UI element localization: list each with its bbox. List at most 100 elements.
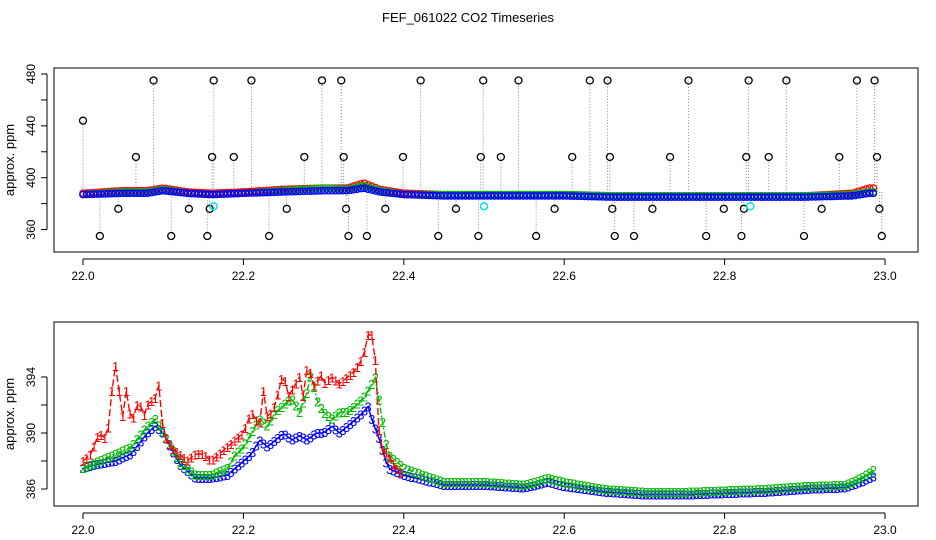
series-marker-3: 3: [621, 486, 628, 501]
spike-point: [744, 76, 753, 85]
series-marker-3: 3: [209, 471, 216, 486]
series-marker-2: 2: [346, 403, 353, 418]
series-marker-2: 2: [422, 469, 429, 484]
spike-point: [585, 76, 595, 85]
series-marker-3: 3: [166, 438, 173, 453]
series-marker-2: 2: [715, 484, 722, 499]
series-marker-2: 2: [372, 371, 379, 386]
series-marker-2: 2: [123, 442, 130, 457]
series-marker-3: 3: [801, 482, 808, 497]
series-marker-2: 2: [328, 412, 335, 427]
series-marker-3: 3: [87, 459, 94, 474]
series-marker-3: 3: [552, 477, 559, 492]
series-marker-2: 2: [339, 405, 346, 420]
series-marker-3: 3: [484, 478, 491, 493]
baseline-point-ch3: [855, 191, 863, 199]
series-marker-3: 3: [823, 481, 830, 496]
spike-point: [339, 152, 348, 162]
series-marker-1: 1: [393, 462, 400, 477]
series-marker-3: 3: [632, 487, 639, 502]
series-marker-3: 3: [837, 481, 844, 496]
series-marker-2: 2: [444, 475, 451, 490]
baseline-point-ch3: [703, 193, 712, 201]
series-marker-2: 2: [115, 445, 122, 460]
series-marker-1: 1: [134, 398, 141, 413]
baseline-point-ch3: [429, 191, 437, 200]
series-marker-2: 2: [754, 482, 761, 497]
series-marker-3: 3: [126, 448, 133, 463]
baseline-point-ch3: [450, 192, 459, 200]
series-marker-3: 3: [253, 439, 260, 454]
series-marker-3: 3: [754, 485, 761, 500]
series-marker-2: 2: [94, 455, 101, 470]
series-marker-1: 1: [177, 448, 184, 463]
baseline-point-ch3: [263, 188, 271, 197]
baseline-point-ch3: [508, 192, 517, 200]
series-marker-3: 3: [628, 487, 635, 502]
series-marker-2: 2: [567, 476, 574, 491]
baseline-point-ch3: [479, 192, 488, 200]
series-marker-1: 1: [271, 400, 278, 415]
series-marker-3: 3: [112, 454, 119, 469]
baseline-point-ch3: [826, 192, 834, 201]
baseline-point-ch3: [227, 189, 235, 198]
series-marker-3: 3: [429, 475, 436, 490]
series-marker-2: 2: [191, 468, 198, 483]
baseline-point-ch3: [501, 192, 510, 200]
baseline-point-ch3: [580, 192, 589, 201]
series-marker-3: 3: [509, 480, 516, 495]
series-marker-3: 3: [224, 468, 231, 483]
series-marker-2: 2: [603, 482, 610, 497]
baseline-point-ch3: [454, 192, 463, 200]
series-marker-3: 3: [516, 480, 523, 495]
spike-point: [282, 204, 291, 213]
series-marker-2: 2: [440, 475, 447, 490]
baseline-point-ch3: [313, 187, 322, 195]
series-marker-1: 1: [364, 328, 371, 343]
baseline-point-ch3: [609, 193, 618, 201]
series-marker-3: 3: [646, 488, 653, 503]
baseline-point-ch3: [393, 189, 401, 198]
spike-point: [782, 76, 791, 85]
baseline-point-ch3: [562, 192, 571, 200]
baseline-point-ch3: [400, 190, 409, 199]
spike-point: [167, 231, 176, 241]
series-marker-2: 2: [794, 480, 801, 495]
series-marker-2: 2: [552, 473, 559, 488]
series-marker-2: 2: [267, 413, 274, 428]
series-marker-3: 3: [343, 420, 350, 435]
baseline-point-ch3: [634, 193, 643, 201]
baseline-point-ch3: [642, 193, 650, 201]
series-marker-2: 2: [682, 485, 689, 500]
series-marker-1: 1: [249, 407, 256, 422]
baseline-point-ch3: [468, 192, 477, 200]
series-marker-3: 3: [227, 465, 234, 480]
spike-point: [719, 204, 728, 213]
series-marker-2: 2: [480, 475, 487, 490]
series-marker-2: 2: [689, 485, 696, 500]
series-marker-3: 3: [235, 459, 242, 474]
series-marker-3: 3: [494, 479, 501, 494]
series-marker-1: 1: [231, 434, 238, 449]
series-marker-2: 2: [599, 482, 606, 497]
series-marker-2: 2: [498, 476, 505, 491]
baseline-point-ch3: [219, 190, 228, 198]
baseline-point-ch3: [198, 190, 206, 198]
series-marker-1: 1: [318, 369, 325, 384]
baseline-point-ch3: [357, 184, 365, 193]
series-marker-2: 2: [816, 479, 823, 494]
series-marker-2: 2: [863, 468, 870, 483]
baseline-point-ch3: [782, 193, 791, 201]
series-marker-2: 2: [393, 455, 400, 470]
series-marker-2: 2: [141, 423, 148, 438]
series-marker-2: 2: [776, 481, 783, 496]
baseline-point-ch3: [288, 187, 297, 196]
series-marker-2: 2: [300, 396, 307, 411]
series-marker-2: 2: [278, 400, 285, 415]
spike-point: [702, 231, 711, 241]
baseline-point-ch3: [627, 193, 636, 201]
series-marker-1: 1: [278, 372, 285, 387]
baseline-point-ch3: [371, 187, 380, 195]
series-marker-3: 3: [585, 483, 592, 498]
series-marker-2: 2: [401, 461, 408, 476]
